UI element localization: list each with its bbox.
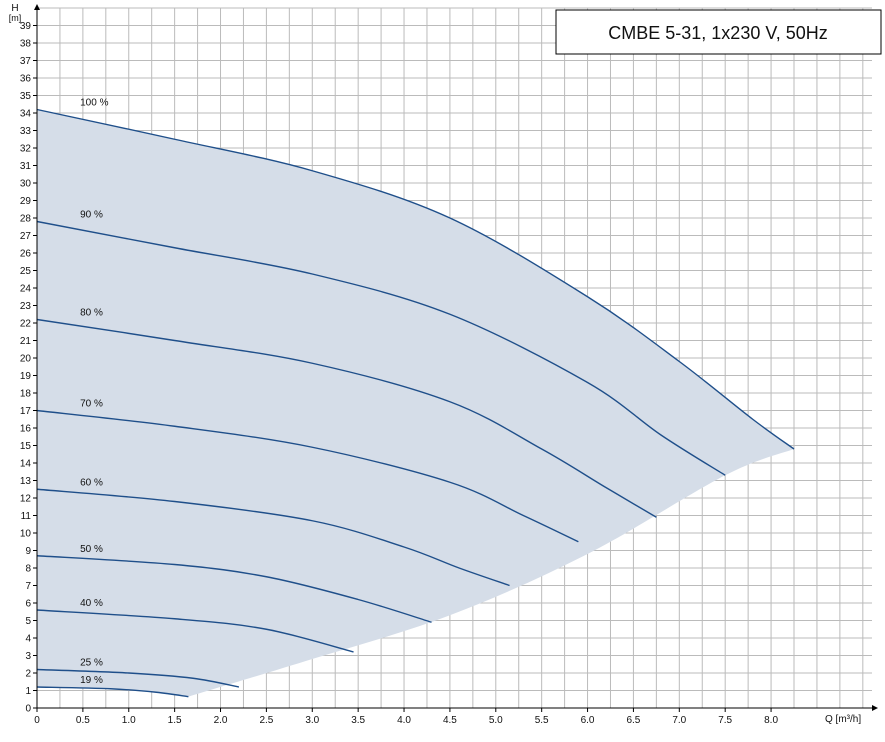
curve-100-percent xyxy=(36,108,795,450)
x-tick-labels: 0 0.5 1.0 1.5 2.0 2.5 3.0 3.5 4.0 4.5 5.0 5.5 6.0 6.5… xyxy=(34,708,778,726)
y-tick-label: 33 xyxy=(20,126,32,137)
x-tick-label: 0.5 xyxy=(76,715,90,726)
x-tick-label: 4.5 xyxy=(443,715,457,726)
chart-title-box xyxy=(555,9,882,55)
y-tick-label: 13 xyxy=(20,476,32,487)
y-tick-label: 38 xyxy=(20,39,32,50)
curve-60-percent xyxy=(36,488,510,587)
x-tick-label: 3.5 xyxy=(351,715,365,726)
curve-25-percent xyxy=(36,668,239,688)
y-tick-label: 2 xyxy=(25,669,31,680)
x-tick-label: 4.0 xyxy=(397,715,411,726)
y-tick-label: 7 xyxy=(25,581,31,592)
y-tick-label: 16 xyxy=(20,424,32,435)
curve-label: 40 % xyxy=(80,598,103,609)
y-tick-label: 30 xyxy=(20,179,32,190)
curve-80-percent xyxy=(36,318,657,518)
x-tick-label: 0 xyxy=(34,715,40,726)
chart-title: CMBE 5-31, 1x230 V, 50Hz xyxy=(608,23,827,43)
y-tick-label: 23 xyxy=(20,301,32,312)
x-tick-label: 5.5 xyxy=(535,715,549,726)
curve-label: 70 % xyxy=(80,399,103,410)
curve-70-percent xyxy=(36,409,579,543)
x-tick-label: 2.5 xyxy=(259,715,273,726)
y-tick-label: 17 xyxy=(20,406,32,417)
curve-label: 60 % xyxy=(80,477,103,488)
y-tick-label: 4 xyxy=(25,634,31,645)
curve-labels: 100 % 90 % 80 % 70 % 60 % 50 % 40 % 25 % 19 % xyxy=(80,98,108,687)
y-tick-labels: 0123456789101112131415161718192021222324… xyxy=(20,21,37,715)
y-tick-label: 8 xyxy=(25,564,31,575)
y-axis-unit: [m] xyxy=(9,13,22,23)
curve-label: 90 % xyxy=(80,210,103,221)
y-tick-label: 0 xyxy=(25,704,31,715)
y-tick-label: 19 xyxy=(20,371,32,382)
y-tick-label: 10 xyxy=(20,529,32,540)
y-tick-label: 11 xyxy=(21,511,32,522)
curve-label: 100 % xyxy=(80,98,108,109)
y-tick-label: 39 xyxy=(20,21,32,32)
y-tick-label: 26 xyxy=(20,249,32,260)
y-tick-label: 31 xyxy=(20,161,32,172)
curve-label: 25 % xyxy=(80,658,103,669)
y-tick-label: 24 xyxy=(20,284,32,295)
y-tick-label: 37 xyxy=(20,56,32,67)
x-tick-label: 1.0 xyxy=(122,715,136,726)
y-tick-label: 34 xyxy=(20,109,32,120)
y-tick-label: 22 xyxy=(20,319,32,330)
x-tick-label: 6.5 xyxy=(626,715,640,726)
curve-90-percent xyxy=(36,220,726,476)
curve-label: 50 % xyxy=(80,544,103,555)
y-tick-label: 36 xyxy=(20,74,32,85)
x-tick-label: 1.5 xyxy=(168,715,182,726)
y-tick-label: 12 xyxy=(20,494,32,505)
y-tick-label: 5 xyxy=(25,616,31,627)
y-tick-label: 29 xyxy=(20,196,32,207)
curve-40-percent xyxy=(36,609,354,653)
x-axis-label: Q [m³/h] xyxy=(825,714,861,725)
y-tick-label: 18 xyxy=(20,389,32,400)
curve-50-percent xyxy=(36,555,432,623)
x-tick-label: 6.0 xyxy=(581,715,595,726)
y-tick-label: 32 xyxy=(20,144,32,155)
y-tick-label: 28 xyxy=(20,214,32,225)
y-tick-label: 15 xyxy=(20,441,32,452)
curve-label: 80 % xyxy=(80,308,103,319)
curve-19-percent xyxy=(36,686,189,698)
y-tick-label: 3 xyxy=(25,651,31,662)
y-tick-label: 35 xyxy=(20,91,32,102)
y-tick-label: 27 xyxy=(20,231,32,242)
y-axis-label: H xyxy=(11,3,18,14)
x-tick-label: 8.0 xyxy=(764,715,778,726)
y-tick-label: 6 xyxy=(25,599,31,610)
curves xyxy=(36,108,795,698)
x-tick-label: 5.0 xyxy=(489,715,503,726)
y-tick-label: 1 xyxy=(25,686,31,697)
y-tick-label: 25 xyxy=(20,266,32,277)
y-tick-label: 14 xyxy=(20,459,32,470)
x-tick-label: 3.0 xyxy=(305,715,319,726)
y-tick-label: 20 xyxy=(20,354,32,365)
y-tick-label: 21 xyxy=(20,336,32,347)
y-axis-arrow xyxy=(34,4,40,10)
y-tick-label: 9 xyxy=(25,546,31,557)
x-tick-label: 7.5 xyxy=(718,715,732,726)
x-tick-label: 2.0 xyxy=(214,715,228,726)
x-axis-arrow xyxy=(872,705,878,711)
curve-label: 19 % xyxy=(80,675,103,686)
x-tick-label: 7.0 xyxy=(672,715,686,726)
